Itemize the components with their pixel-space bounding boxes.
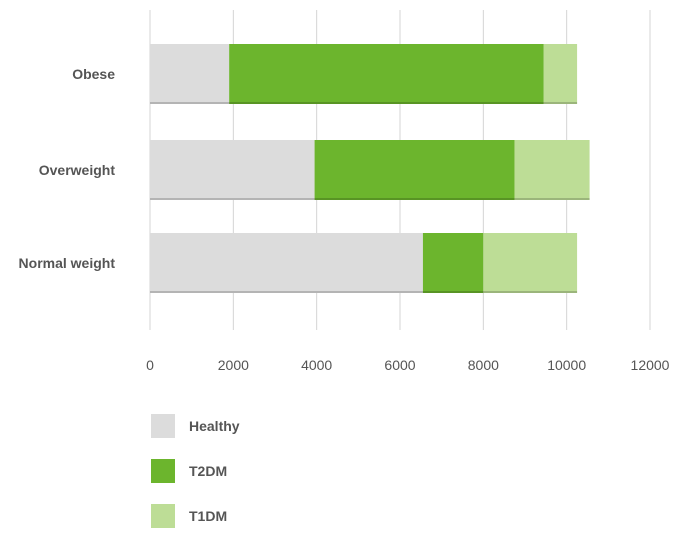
x-tick-label: 4000 bbox=[301, 357, 332, 373]
bar-shadow bbox=[150, 102, 578, 104]
bar-segment-t2dm bbox=[314, 140, 515, 200]
legend-item: T1DM bbox=[151, 504, 240, 528]
bar-segment-healthy bbox=[150, 140, 315, 200]
legend-item: Healthy bbox=[151, 414, 240, 438]
category-label: Obese bbox=[72, 66, 115, 82]
x-tick-label: 12000 bbox=[631, 357, 670, 373]
x-tick-labels: 0 2000 4000 6000 8000 10000 12000 bbox=[146, 357, 670, 373]
legend-label: T1DM bbox=[189, 508, 228, 524]
x-tick-label: 6000 bbox=[384, 357, 415, 373]
legend-swatch bbox=[151, 459, 175, 483]
x-tick-label: 10000 bbox=[547, 357, 586, 373]
legend-swatch bbox=[151, 414, 175, 438]
x-tick-label: 8000 bbox=[468, 357, 499, 373]
bar-segment-t1dm bbox=[483, 233, 578, 293]
legend-label: Healthy bbox=[189, 418, 240, 434]
x-tick-label: 0 bbox=[146, 357, 154, 373]
x-tick-label: 2000 bbox=[218, 357, 249, 373]
bar-segment-healthy bbox=[150, 44, 230, 104]
legend-swatch bbox=[151, 504, 175, 528]
bar-segment-t2dm bbox=[422, 233, 484, 293]
bar-segment-t2dm bbox=[229, 44, 544, 104]
category-label: Overweight bbox=[39, 162, 116, 178]
legend-item: T2DM bbox=[151, 459, 240, 483]
legend-label: T2DM bbox=[189, 463, 228, 479]
bars bbox=[150, 44, 590, 293]
stacked-bar-chart: Obese Overweight Normal weight 0 2000 4000 60… bbox=[19, 10, 670, 373]
bar-shadow bbox=[150, 198, 590, 200]
bar-segment-t1dm bbox=[514, 140, 590, 200]
category-label: Normal weight bbox=[19, 255, 116, 271]
bar-shadow bbox=[150, 291, 578, 293]
category-labels: Obese Overweight Normal weight bbox=[19, 66, 116, 271]
bar-segment-t1dm bbox=[543, 44, 578, 104]
legend: Healthy T2DM T1DM bbox=[151, 414, 240, 549]
bar-segment-healthy bbox=[150, 233, 423, 293]
